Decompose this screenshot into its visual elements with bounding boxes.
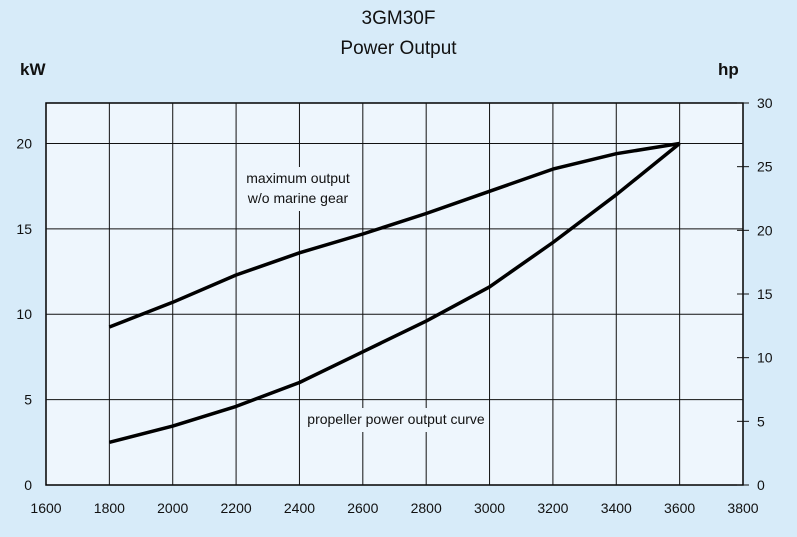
y2-tick-label: 5	[757, 413, 765, 429]
x-tick-label: 2800	[411, 500, 442, 516]
y2-tick-label: 20	[757, 222, 773, 238]
x-tick-label: 3400	[601, 500, 632, 516]
y-tick-label: 20	[16, 135, 32, 151]
x-tick-label: 3800	[727, 500, 758, 516]
series-label: maximum output	[246, 170, 350, 186]
x-tick-label: 3000	[474, 500, 505, 516]
x-tick-label: 3600	[664, 500, 695, 516]
x-tick-label: 1600	[30, 500, 61, 516]
chart-title: 3GM30F	[361, 8, 436, 29]
y2-axis-label-hp: hp	[718, 60, 739, 79]
x-tick-label: 2000	[157, 500, 188, 516]
y2-tick-label: 15	[757, 286, 773, 302]
series-label-bg	[306, 408, 486, 432]
y-tick-label: 10	[16, 306, 32, 322]
x-tick-label: 2200	[221, 500, 252, 516]
x-tick-label: 3200	[537, 500, 568, 516]
x-tick-label: 2400	[284, 500, 315, 516]
x-tick-label: 2600	[347, 500, 378, 516]
y-axis-label-kw: kW	[20, 60, 46, 79]
y2-tick-label: 0	[757, 477, 765, 493]
y2-tick-label: 10	[757, 350, 773, 366]
series-label: w/o marine gear	[247, 190, 349, 206]
series-label-bg	[243, 167, 353, 211]
y-tick-label: 5	[24, 392, 32, 408]
series-line-propeller	[108, 142, 681, 444]
y2-tick-label: 25	[757, 159, 773, 175]
series-line-maximum	[108, 141, 680, 329]
x-tick-label: 1800	[94, 500, 125, 516]
y-tick-label: 15	[16, 221, 32, 237]
chart-subtitle: Power Output	[340, 38, 457, 59]
y2-tick-label: 30	[757, 95, 773, 111]
series-label: propeller power output curve	[307, 411, 485, 427]
y-tick-label: 0	[24, 477, 32, 493]
